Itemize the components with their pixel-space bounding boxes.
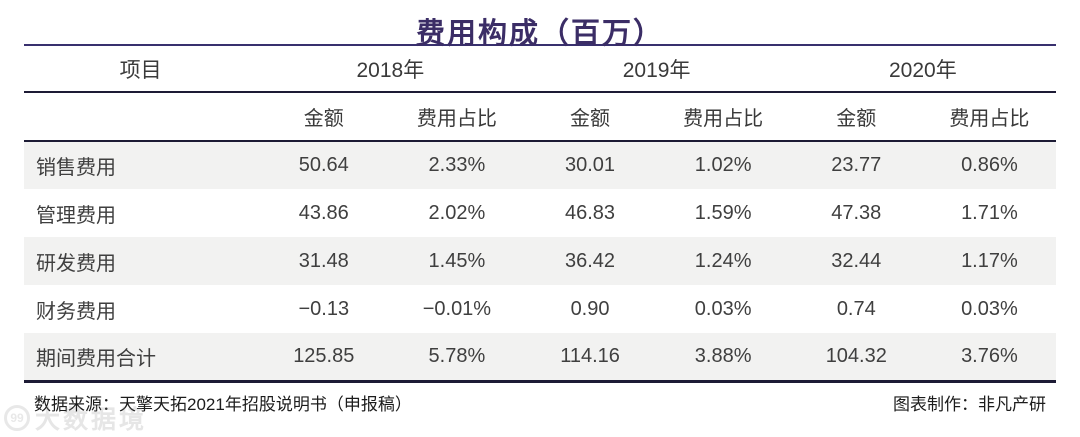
footer: 数据来源：天擎天拓2021年招股说明书（申报稿） 图表制作：非凡产研 xyxy=(24,390,1056,415)
column-header-2019: 2019年 xyxy=(523,46,790,93)
row-label: 管理费用 xyxy=(36,204,116,227)
cell-2018-ratio: 2.33% xyxy=(428,154,486,176)
cell-2019-amount: 114.16 xyxy=(523,333,657,383)
cell-2020-ratio: 1.71% xyxy=(961,201,1018,224)
cell-2018-amount: 43.86 xyxy=(298,201,349,224)
cell-2018-ratio: −0.01% xyxy=(422,297,492,320)
cell-2019-amount: 46.83 xyxy=(565,201,616,224)
table-row-sales-expense: 销售费用 50.64 2.33% 30.01 1.02% 23.77 0.86% xyxy=(24,141,1056,189)
sub-header-amount-2018: 金额 xyxy=(257,92,391,142)
page-title: 费用构成（百万） xyxy=(415,18,664,50)
cell-2019-amount: 0.90 xyxy=(570,297,610,320)
expense-table: 项目 2018年 2019年 2020年 金额 费用占比 金额 费用占比 金额 … xyxy=(24,46,1056,383)
cell-2020-amount: 0.74 xyxy=(836,297,876,320)
cell-2020-amount: 23.77 xyxy=(831,154,882,176)
sub-header-ratio-2020: 费用占比 xyxy=(922,92,1056,142)
table-row-rnd-expense: 研发费用 31.48 1.45% 36.42 1.24% 32.44 1.17% xyxy=(24,237,1056,285)
cell-2018-amount: 50.64 xyxy=(298,154,349,176)
cell-2020-amount: 32.44 xyxy=(831,249,882,272)
cell-2020-ratio: 0.03% xyxy=(961,297,1018,320)
title-underline xyxy=(24,44,1056,46)
cell-2019-amount: 36.42 xyxy=(565,249,616,272)
sub-header-ratio-2018: 费用占比 xyxy=(390,92,524,142)
cell-2018-ratio: 5.78% xyxy=(390,333,524,383)
sub-header-row: 金额 费用占比 金额 费用占比 金额 费用占比 xyxy=(24,92,1056,142)
sub-header-empty xyxy=(24,92,258,142)
cell-2020-ratio: 3.76% xyxy=(922,333,1056,383)
cell-2019-ratio: 0.03% xyxy=(694,297,752,320)
chart-maker-note: 图表制作：非凡产研 xyxy=(893,394,1046,414)
cell-2020-amount: 47.38 xyxy=(831,201,882,224)
cell-2020-amount: 104.32 xyxy=(789,333,923,383)
cell-2019-ratio: 1.02% xyxy=(694,154,752,176)
sub-header-amount-2020: 金额 xyxy=(789,92,923,142)
cell-2018-amount: 125.85 xyxy=(257,333,391,383)
sub-header-ratio-2019: 费用占比 xyxy=(656,92,790,142)
cell-2018-amount: 31.48 xyxy=(298,249,349,272)
cell-2019-ratio: 1.59% xyxy=(694,201,752,224)
cell-2019-ratio: 1.24% xyxy=(694,249,752,272)
sub-header-amount-2019: 金额 xyxy=(523,92,657,142)
cell-2018-ratio: 1.45% xyxy=(428,249,486,272)
table-row-finance-expense: 财务费用 −0.13 −0.01% 0.90 0.03% 0.74 0.03% xyxy=(24,285,1056,333)
cell-2020-ratio: 1.17% xyxy=(961,249,1018,272)
column-header-2018: 2018年 xyxy=(257,46,524,93)
cell-2018-ratio: 2.02% xyxy=(428,201,486,224)
column-header-item: 项目 xyxy=(24,46,258,93)
cell-2020-ratio: 0.86% xyxy=(961,154,1018,176)
table-row-admin-expense: 管理费用 43.86 2.02% 46.83 1.59% 47.38 1.71% xyxy=(24,189,1056,237)
row-label: 研发费用 xyxy=(36,252,116,275)
data-source-note: 数据来源：天擎天拓2021年招股说明书（申报稿） xyxy=(34,394,412,414)
column-header-2020: 2020年 xyxy=(789,46,1056,93)
cell-2019-amount: 30.01 xyxy=(565,154,616,176)
row-label: 销售费用 xyxy=(36,157,116,179)
cell-2018-amount: −0.13 xyxy=(298,297,350,320)
cell-2019-ratio: 3.88% xyxy=(656,333,790,383)
row-label: 期间费用合计 xyxy=(24,333,258,383)
year-header-row: 项目 2018年 2019年 2020年 xyxy=(24,46,1056,93)
row-label: 财务费用 xyxy=(36,300,116,323)
table-row-total-period-expense: 期间费用合计 125.85 5.78% 114.16 3.88% 104.32 … xyxy=(24,333,1056,383)
